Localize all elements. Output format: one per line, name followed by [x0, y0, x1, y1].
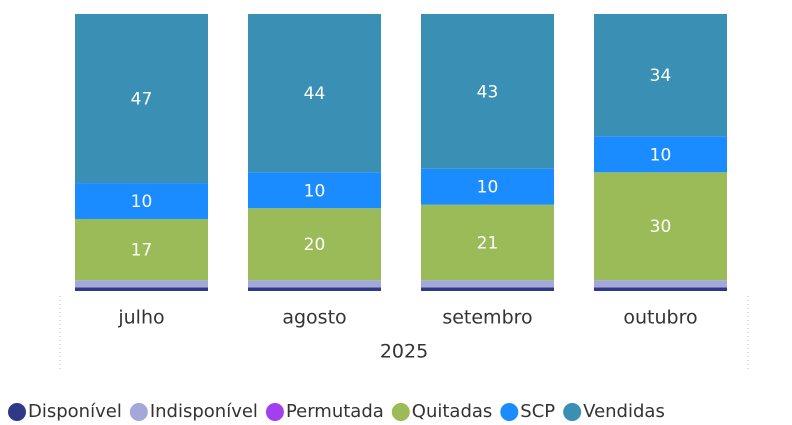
bar-segment	[421, 168, 554, 205]
bar-segment	[421, 14, 554, 169]
bar-segment	[248, 208, 381, 281]
bar-segment	[594, 172, 727, 281]
data-label: 44	[304, 84, 326, 104]
data-label: 10	[304, 181, 326, 201]
bar-segment	[248, 14, 381, 173]
bar-segment	[421, 204, 554, 281]
bar-segment	[594, 136, 727, 173]
bar-segment	[75, 14, 208, 184]
bar-segment	[421, 280, 554, 288]
data-label: 21	[477, 233, 499, 253]
data-label: 34	[650, 66, 672, 86]
legend-label: SCP	[520, 401, 555, 422]
legend-marker	[500, 403, 519, 421]
bar-segment	[248, 172, 381, 209]
legend-marker	[563, 403, 582, 421]
legend-label: Vendidas	[583, 401, 665, 422]
bar-segment	[75, 287, 208, 291]
x-axis-title: 2025	[380, 341, 428, 363]
data-label: 10	[131, 192, 153, 212]
legend-marker	[265, 403, 284, 421]
legend-label: Permutada	[286, 401, 384, 422]
data-label: 20	[304, 235, 326, 255]
legend-marker	[129, 403, 148, 421]
x-tick-label: setembro	[442, 307, 532, 329]
legend-label: Indisponível	[150, 401, 258, 422]
bar-segment	[594, 287, 727, 291]
bar-segment	[248, 287, 381, 291]
bar-segment	[421, 287, 554, 291]
legend-marker	[391, 403, 410, 421]
legend-label: Disponível	[28, 401, 122, 422]
data-label: 47	[131, 90, 153, 110]
x-tick-label: agosto	[282, 307, 346, 329]
bar-segment	[594, 14, 727, 137]
data-label: 17	[131, 241, 153, 261]
data-label: 30	[650, 217, 672, 237]
bar-segment	[594, 280, 727, 288]
bar-segment	[75, 280, 208, 288]
data-label: 10	[650, 145, 672, 165]
bar-segment	[248, 280, 381, 288]
x-tick-label: julho	[117, 307, 164, 329]
legend-marker	[8, 403, 26, 421]
bar-segment	[75, 219, 208, 281]
data-label: 43	[477, 82, 499, 102]
data-label: 10	[477, 178, 499, 198]
x-tick-label: outubro	[623, 307, 697, 329]
bar-segment	[75, 183, 208, 220]
legend-label: Quitadas	[412, 401, 493, 422]
